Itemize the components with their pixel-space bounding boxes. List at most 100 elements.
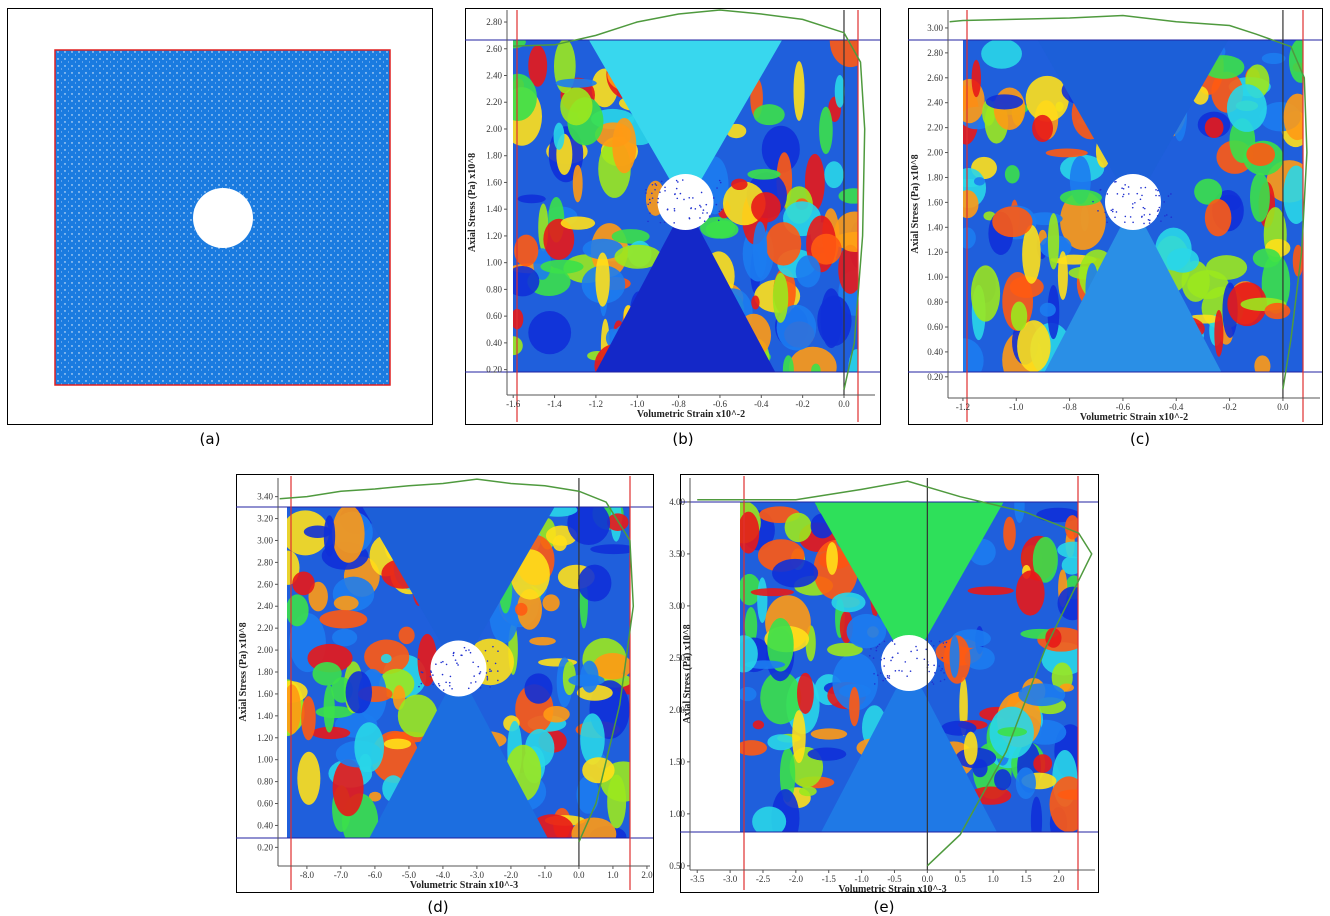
fragment [706,220,739,238]
dot [1125,216,1127,218]
y-tick-label: 1.00 [257,755,273,765]
hole [193,188,253,248]
fragment [612,229,650,244]
dot [692,197,694,199]
dot [497,650,499,652]
fragment [766,222,802,265]
dot [1140,199,1142,201]
dot [647,221,649,223]
dot [480,671,482,673]
dot [453,655,455,657]
y-tick-label: 1.80 [486,151,502,161]
y-tick-label: 3.40 [257,492,273,502]
y-tick-label: 3.20 [257,514,273,524]
fragment [560,87,592,125]
fragment [793,61,804,121]
dot [1130,216,1132,218]
fragment [297,752,320,805]
dot [1149,214,1151,216]
x-tick-label: -4.0 [436,870,451,880]
fragment [974,177,985,185]
x-tick-label: -0.5 [887,874,902,884]
dot [704,220,706,222]
dot [489,686,491,688]
hole [431,641,487,697]
fragment [1048,213,1059,269]
dot [897,652,899,654]
y-tick-label: 3.00 [257,535,273,545]
dot [916,658,918,660]
dot [940,670,942,672]
dot [657,202,659,204]
fragment [573,165,583,203]
y-tick-label: 1.20 [486,231,502,241]
x-tick-label: -0.6 [1116,402,1131,412]
dot [892,657,894,659]
dot [930,640,932,642]
fragment [747,169,780,180]
x-tick-label: -0.2 [1222,402,1236,412]
dot [928,671,930,673]
dot [1163,201,1165,203]
fragment [751,588,794,596]
y-tick-label: 0.80 [257,777,273,787]
dot [873,657,875,659]
dot [485,650,487,652]
dot [1116,211,1118,213]
dot [701,192,703,194]
hole [881,635,937,691]
x-tick-label: -1.0 [630,399,645,409]
fragment [796,255,821,287]
dot [456,662,458,664]
dot [720,182,722,184]
dot [879,643,881,645]
dot [497,670,499,672]
dot [1112,209,1114,211]
fragment [1016,571,1045,616]
x-tick-label: -7.0 [334,870,349,880]
dot [702,212,704,214]
caption: (d) [427,898,448,916]
dot [1158,209,1160,211]
x-tick-label: -0.8 [671,399,686,409]
dot [934,672,936,674]
dot [674,210,676,212]
dot [649,212,651,214]
dot [883,665,885,667]
dot [465,650,467,652]
dot [460,654,462,656]
dot [682,179,684,181]
x-tick-label: 0.0 [573,870,585,880]
simulation-image [499,14,880,394]
dot [457,664,459,666]
dot [432,674,434,676]
y-tick-label: 2.20 [927,123,943,133]
fragment [986,94,1023,109]
dot [497,680,499,682]
dot [645,192,647,194]
dot [1132,203,1134,205]
dot [931,681,933,683]
fragment [1214,310,1223,357]
dot [933,645,935,647]
dot [677,181,679,183]
dot [1123,188,1125,190]
y-tick-label: 1.20 [927,247,943,257]
dot [719,211,721,213]
dot [649,199,651,201]
y-tick-label: 2.60 [486,44,502,54]
x-tick-label: -1.5 [822,874,837,884]
dot [489,670,491,672]
dot [445,681,447,683]
y-tick-label: 0.20 [257,842,273,852]
dot [946,642,948,644]
fragment [542,594,559,611]
fragment [346,671,372,713]
dot [486,676,488,678]
dot [667,208,669,210]
dot [472,661,474,663]
y-tick-label: 2.00 [257,645,273,655]
x-tick-label: -1.4 [547,399,562,409]
y-tick-label: 0.60 [257,799,273,809]
dot [450,676,452,678]
